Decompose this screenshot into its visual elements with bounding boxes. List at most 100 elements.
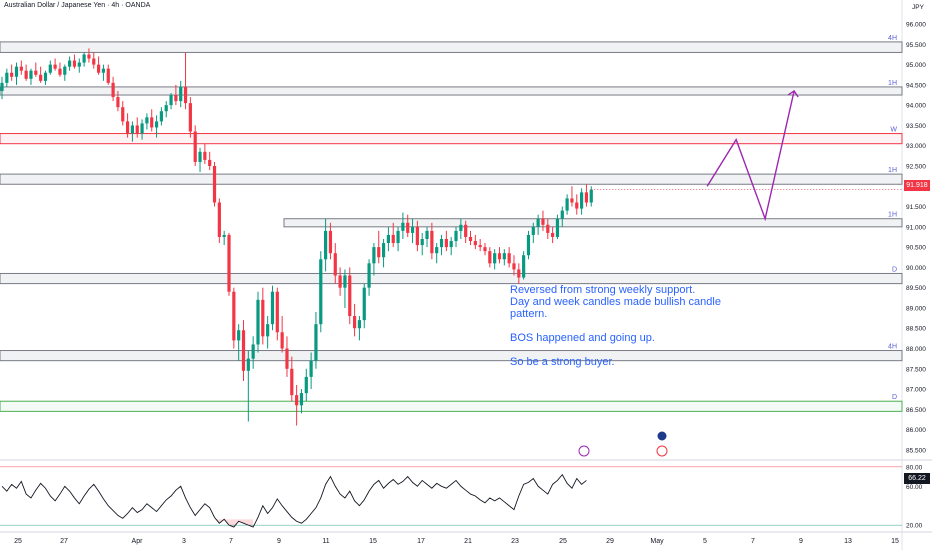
- price-tick-label: 87.000: [906, 387, 926, 394]
- candle-body: [401, 222, 405, 231]
- candle-body: [290, 368, 294, 396]
- zone-1: [0, 41, 903, 53]
- note-line-5: So be a strong buyer.: [510, 356, 615, 368]
- candle-body: [0, 82, 4, 91]
- candle-body: [198, 151, 202, 162]
- time-tick-label: 3: [182, 538, 186, 545]
- candle-body: [517, 269, 521, 278]
- candle-body: [246, 358, 250, 371]
- candle-body: [183, 86, 188, 104]
- price-tick-label: 94.000: [906, 103, 926, 110]
- time-tick-label: 9: [277, 538, 281, 545]
- candle-body: [420, 239, 424, 246]
- candle-body: [575, 202, 579, 209]
- candle-body: [328, 230, 333, 254]
- candle-body: [580, 192, 584, 209]
- rsi-tick-label: 20.00: [906, 523, 923, 530]
- candle-body: [352, 316, 357, 329]
- price-tick-label: 93.000: [906, 143, 926, 150]
- candle-body: [589, 189, 593, 203]
- candle-body: [357, 320, 362, 329]
- candle-body: [502, 253, 506, 260]
- candle-body: [111, 82, 115, 98]
- candle-body: [531, 226, 535, 235]
- time-tick-label: 15: [369, 538, 377, 545]
- candle-body: [570, 198, 574, 203]
- zone-label-3: W: [890, 127, 897, 134]
- candle-body: [410, 226, 415, 233]
- candle-body: [280, 332, 284, 349]
- candle-body: [77, 62, 81, 67]
- time-tick-label: 25: [14, 538, 22, 545]
- candle-body: [454, 230, 458, 242]
- candle-body: [449, 241, 453, 248]
- candle-body: [179, 86, 183, 102]
- price-tick-label: 95.000: [906, 62, 926, 69]
- candle-body: [275, 291, 279, 333]
- candle-body: [53, 64, 57, 69]
- time-tick-label: Apr: [132, 538, 144, 545]
- candle-body: [116, 97, 120, 108]
- candle-body: [444, 239, 448, 248]
- time-tick-label: 17: [417, 538, 425, 545]
- candle-body: [512, 263, 516, 270]
- candle-body: [174, 95, 178, 102]
- candle-body: [222, 234, 226, 237]
- time-tick-label: 7: [751, 538, 755, 545]
- candle-body: [333, 253, 337, 276]
- candle-body: [536, 218, 540, 227]
- price-tick-label: 85.500: [906, 447, 926, 454]
- time-tick-label: 25: [559, 538, 567, 545]
- rsi-line: [1, 473, 587, 528]
- candle-body: [367, 263, 371, 288]
- price-tick-label: 86.500: [906, 407, 926, 414]
- candle-body: [497, 253, 502, 260]
- current-price-label: 91.918: [904, 180, 930, 191]
- candle-body: [343, 275, 347, 288]
- candle-body: [19, 66, 23, 71]
- event-marker-icon: [578, 445, 590, 457]
- rsi-tick-label: 80.00: [906, 464, 923, 471]
- candle-body: [546, 224, 550, 233]
- projection-arrowhead: [787, 90, 799, 98]
- candle-body: [150, 117, 154, 128]
- zone-label-2: 1H: [888, 80, 897, 87]
- candle-body: [14, 66, 19, 77]
- analysis-note: Reversed from strong weekly support. Day…: [510, 284, 760, 380]
- candle-body: [526, 234, 531, 256]
- candle-body: [34, 70, 38, 75]
- candle-body: [406, 222, 410, 233]
- candle-body: [101, 68, 106, 73]
- price-tick-label: 88.000: [906, 346, 926, 353]
- candle-body: [468, 236, 473, 242]
- time-tick-label: 5: [703, 538, 707, 545]
- candle-body: [478, 245, 482, 248]
- candle-body: [304, 376, 308, 394]
- projection-path: [706, 90, 795, 222]
- candle-body: [82, 54, 86, 63]
- candle-body: [270, 291, 275, 325]
- price-tick-label: 87.500: [906, 366, 926, 373]
- time-tick-label: 23: [511, 538, 519, 545]
- price-tick-label: 89.000: [906, 305, 926, 312]
- candle-body: [87, 54, 91, 59]
- candle-body: [145, 117, 149, 124]
- price-tick-label: 91.000: [906, 224, 926, 231]
- candle-body: [372, 247, 376, 264]
- time-tick-label: 15: [891, 538, 899, 545]
- candle-body: [92, 58, 96, 65]
- rsi-oversold-area: [214, 519, 254, 528]
- candle-body: [299, 393, 304, 406]
- event-marker-icon: [656, 445, 668, 457]
- price-tick-label: 92.500: [906, 164, 926, 171]
- time-tick-label: 13: [844, 538, 852, 545]
- candle-body: [256, 299, 260, 345]
- candle-body: [560, 210, 564, 219]
- candle-body: [488, 251, 492, 264]
- candle-body: [135, 125, 139, 134]
- candle-body: [169, 95, 173, 106]
- candle-body: [439, 239, 444, 248]
- candle-body: [348, 275, 352, 317]
- candle-body: [58, 68, 62, 75]
